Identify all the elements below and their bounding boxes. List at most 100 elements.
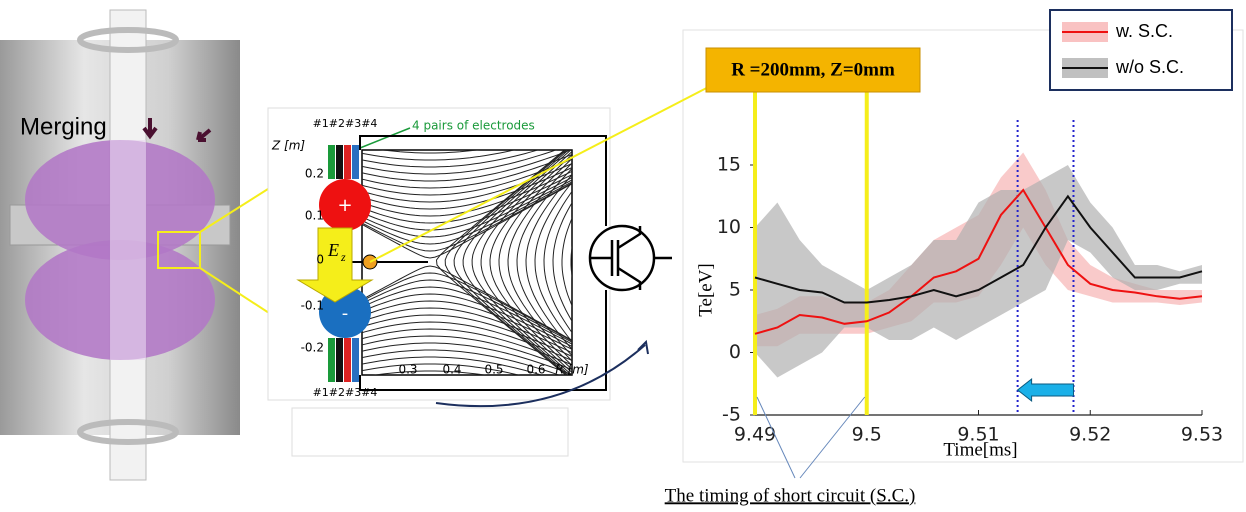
y-axis-label: Te[eV] bbox=[695, 263, 716, 317]
z-tick: -0.2 bbox=[301, 341, 324, 355]
contour bbox=[362, 179, 572, 238]
field-label: E bbox=[327, 240, 339, 260]
z-tick: 0 bbox=[316, 253, 324, 267]
contour bbox=[362, 150, 572, 182]
contour bbox=[561, 217, 572, 307]
contour bbox=[362, 150, 558, 175]
contour bbox=[362, 356, 544, 375]
z-tick: 0.2 bbox=[305, 167, 324, 181]
contour bbox=[543, 190, 572, 334]
chart: -5 0 5 10 15 9.49 9.5 9.51 9.52 9.53 Time[ms] Te[eV… bbox=[665, 9, 1233, 506]
contour bbox=[362, 300, 572, 350]
wire bbox=[359, 135, 607, 391]
arrow bbox=[196, 128, 212, 142]
inset-box bbox=[157, 231, 201, 269]
contour bbox=[362, 162, 572, 203]
electrode bbox=[352, 338, 359, 382]
r-tick: 0.3 bbox=[398, 363, 417, 377]
contour bbox=[552, 201, 572, 323]
minus: - bbox=[342, 303, 349, 324]
series-line bbox=[754, 194, 1203, 304]
caption-pointer bbox=[799, 396, 866, 479]
contour bbox=[362, 363, 521, 375]
x-tick-label: 9.51 bbox=[957, 424, 999, 446]
annotation-box bbox=[705, 47, 921, 93]
electrode bbox=[344, 145, 351, 179]
z-label: Z [m] bbox=[271, 139, 305, 153]
x-tick-label: 9.52 bbox=[1069, 424, 1111, 446]
electrode bbox=[336, 338, 343, 382]
contour bbox=[362, 174, 572, 224]
merging-arrow bbox=[142, 118, 158, 140]
flux-contours bbox=[362, 150, 572, 375]
electrode bbox=[328, 145, 335, 179]
y-tick-label: -5 bbox=[722, 404, 741, 426]
electrode-diagram: #1#2#3#4 #1#2#3#4 4 pairs of electrodes … bbox=[267, 107, 672, 457]
contour bbox=[480, 150, 572, 374]
contour bbox=[507, 162, 572, 362]
contour bbox=[362, 286, 572, 345]
contour bbox=[453, 150, 569, 375]
merging-label: Merging bbox=[20, 113, 107, 140]
x-tick-label: 9.53 bbox=[1181, 424, 1223, 446]
annotation: R =200mm, Z=0mm bbox=[731, 59, 895, 80]
electrode bbox=[352, 145, 359, 179]
z-tick: 0.1 bbox=[305, 209, 324, 223]
shift-arrow bbox=[1016, 377, 1074, 403]
r-tick: 0.4 bbox=[442, 363, 461, 377]
electrode bbox=[328, 338, 335, 382]
r-tick: 0.6 bbox=[526, 363, 545, 377]
electrode bbox=[344, 338, 351, 382]
field-arrow bbox=[296, 227, 374, 303]
contour bbox=[362, 181, 572, 245]
arrow-head bbox=[637, 339, 649, 355]
device-illustration: Merging bbox=[0, 9, 240, 481]
empty-box bbox=[291, 407, 569, 457]
contour bbox=[444, 150, 567, 375]
x-tick-label: 9.49 bbox=[734, 424, 776, 446]
coil bbox=[77, 419, 179, 445]
y-tick-label: 0 bbox=[729, 341, 741, 363]
y-tick-label: 5 bbox=[729, 279, 741, 301]
r-tick: 0.5 bbox=[484, 363, 503, 377]
legend-label: w. S.C. bbox=[1115, 21, 1173, 41]
contour bbox=[379, 150, 481, 154]
contour bbox=[362, 342, 572, 375]
contour bbox=[362, 279, 572, 343]
contour bbox=[435, 150, 567, 375]
pole-front bbox=[110, 140, 146, 360]
contour bbox=[362, 349, 561, 375]
electrode bbox=[336, 145, 343, 179]
caption: The timing of short circuit (S.C.) bbox=[665, 485, 916, 506]
contour bbox=[362, 335, 572, 371]
field-subscript: z bbox=[340, 250, 346, 264]
contour bbox=[570, 244, 572, 280]
electrode-label: #1#2#3#4 bbox=[313, 386, 378, 399]
r-label: R [m] bbox=[555, 363, 589, 377]
contour bbox=[362, 183, 572, 259]
switch-symbol bbox=[590, 226, 672, 290]
contour bbox=[372, 370, 488, 375]
z-tick: -0.1 bbox=[301, 299, 324, 313]
flow-arrow bbox=[435, 344, 646, 408]
contour bbox=[534, 181, 572, 343]
x-tick-label: 9.5 bbox=[852, 424, 882, 446]
y-tick-label: 10 bbox=[717, 216, 741, 238]
series-line bbox=[754, 188, 1203, 335]
connector bbox=[369, 79, 723, 263]
positive-pole bbox=[319, 179, 371, 231]
x-axis-label: Time[ms] bbox=[943, 439, 1017, 460]
contour bbox=[525, 174, 572, 350]
legend-label: w/o S.C. bbox=[1115, 57, 1184, 77]
contour bbox=[516, 167, 572, 357]
contour bbox=[362, 177, 572, 231]
contour bbox=[362, 293, 572, 347]
contour bbox=[362, 153, 572, 189]
electrode-label: #1#2#3#4 bbox=[313, 117, 378, 130]
coil bbox=[77, 27, 179, 53]
caption-pointer bbox=[756, 396, 796, 479]
electrode-note: 4 pairs of electrodes bbox=[412, 119, 535, 133]
contour bbox=[362, 321, 572, 362]
plus: + bbox=[337, 195, 352, 216]
